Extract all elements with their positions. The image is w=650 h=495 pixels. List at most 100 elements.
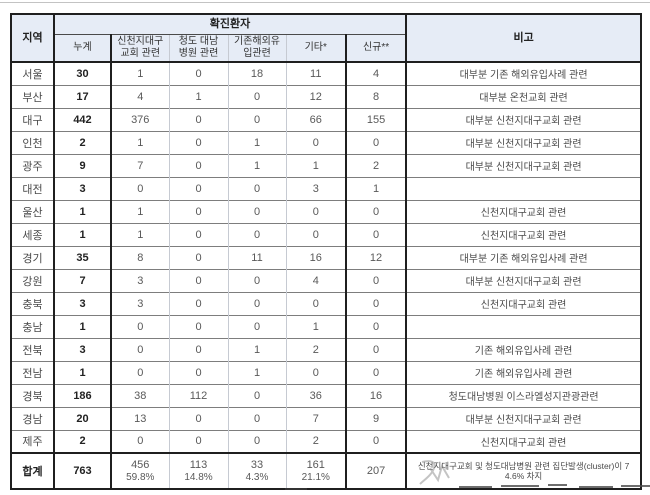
cheongdo-cell: 0 [168,199,228,223]
shincheonji-cell: 13 [110,406,169,430]
watermark-dash [501,485,539,487]
table-body: 서울 30 1 0 18 11 4 대부분 기존 해외유입사례 관련 부산 17 4 1 0 12 8 대부분… [11,61,642,453]
etc-cell: 1 [285,314,346,338]
footer-total-cell: 763 [53,452,111,489]
table-row: 세종 1 1 0 0 0 0 신천지대구교회 관련 [11,222,642,246]
region-cell: 대구 [11,107,54,131]
etc-cell: 12 [285,84,346,108]
footer-overseas-cell: 33 4.3% [227,452,286,489]
total-cell: 3 [53,337,111,361]
remark-cell: 대부분 신천지대구교회 관련 [405,406,642,430]
new-cell: 9 [344,406,407,430]
footer-row: 합계 763 456 59.8% 113 14.8% 33 4.3% 161 2… [11,452,642,489]
total-cell: 1 [53,222,111,246]
shincheonji-cell: 3 [110,291,169,315]
table-row: 충남 1 0 0 0 1 0 [11,314,642,338]
table-row: 전남 1 0 0 1 0 0 기존 해외유입사례 관련 [11,360,642,384]
cheongdo-cell: 0 [168,130,228,154]
shincheonji-cell: 38 [110,383,169,407]
remark-cell: 신천지대구교회 관련 [405,429,642,453]
new-cell: 8 [344,84,407,108]
overseas-cell: 1 [227,153,286,177]
header-overseas: 기존해외유 입관련 [227,34,286,63]
remark-cell: 대부분 기존 해외유입사례 관련 [405,61,642,85]
overseas-cell: 18 [227,61,286,85]
shincheonji-cell: 1 [110,222,169,246]
remark-cell: 청도대남병원 이스라엘성지관광관련 [405,383,642,407]
new-cell: 12 [344,245,407,269]
watermark-dash [579,486,613,488]
cheongdo-cell: 0 [168,291,228,315]
total-cell: 2 [53,130,111,154]
remark-cell: 대부분 신천지대구교회 관련 [405,153,642,177]
remark-cell: 기존 해외유입사례 관련 [405,360,642,384]
etc-cell: 36 [285,383,346,407]
footer-shincheonji-count: 456 [131,458,150,471]
footer-new-cell: 207 [344,452,407,489]
region-cell: 부산 [11,84,54,108]
overseas-cell: 1 [227,130,286,154]
table-row: 서울 30 1 0 18 11 4 대부분 기존 해외유입사례 관련 [11,61,642,85]
remark-cell: 대부분 신천지대구교회 관련 [405,130,642,154]
header-remarks: 비고 [405,14,642,63]
new-cell: 1 [344,176,407,200]
region-cell: 전북 [11,337,54,361]
new-cell: 0 [344,222,407,246]
total-cell: 1 [53,314,111,338]
header-cheongdo: 청도 대남 병원 관련 [168,34,228,63]
table-row: 광주 9 7 0 1 1 2 대부분 신천지대구교회 관련 [11,153,642,177]
total-cell: 3 [53,176,111,200]
watermark-stamp-icon [419,460,450,485]
overseas-cell: 0 [227,176,286,200]
remark-cell [405,176,642,200]
table-row: 전북 3 0 0 1 2 0 기존 해외유입사례 관련 [11,337,642,361]
footer-etc-pct: 21.1% [301,471,330,483]
table-row: 인천 2 1 0 1 0 0 대부분 신천지대구교회 관련 [11,130,642,154]
shincheonji-cell: 0 [110,176,169,200]
new-cell: 0 [344,199,407,223]
region-cell: 충북 [11,291,54,315]
table-footer: 합계 763 456 59.8% 113 14.8% 33 4.3% 161 2… [11,452,642,489]
overseas-cell: 0 [227,406,286,430]
total-cell: 35 [53,245,111,269]
etc-cell: 0 [285,291,346,315]
shincheonji-cell: 1 [110,61,169,85]
new-cell: 4 [344,61,407,85]
etc-cell: 1 [285,153,346,177]
etc-cell: 7 [285,406,346,430]
table-row: 대전 3 0 0 0 3 1 [11,176,642,200]
cheongdo-cell: 0 [168,61,228,85]
remark-cell: 대부분 신천지대구교회 관련 [405,107,642,131]
total-cell: 2 [53,429,111,453]
region-cell: 경기 [11,245,54,269]
cheongdo-cell: 0 [168,337,228,361]
footer-cheongdo-pct: 14.8% [184,471,213,483]
header-cumulative: 누계 [53,34,111,63]
etc-cell: 66 [285,107,346,131]
total-cell: 442 [53,107,111,131]
region-cell: 울산 [11,199,54,223]
footer-etc-cell: 161 21.1% [285,452,346,489]
watermark-dash [459,486,492,488]
overseas-cell: 0 [227,84,286,108]
etc-cell: 0 [285,222,346,246]
footer-cheongdo-count: 113 [189,458,208,471]
shincheonji-cell: 1 [110,130,169,154]
new-cell: 0 [344,130,407,154]
etc-cell: 0 [285,199,346,223]
shincheonji-cell: 0 [110,360,169,384]
new-cell: 0 [344,314,407,338]
table-row: 경북 186 38 112 0 36 16 청도대남병원 이스라엘성지관광관련 [11,383,642,407]
new-cell: 2 [344,153,407,177]
watermark-dash [548,484,567,486]
watermark-dash [285,488,307,490]
cheongdo-cell: 0 [168,153,228,177]
overseas-cell: 1 [227,337,286,361]
footer-overseas-count: 33 [250,458,264,471]
shincheonji-cell: 0 [110,314,169,338]
cheongdo-cell: 0 [168,176,228,200]
footer-remark-line2: 4.6% 차지 [504,471,543,481]
table-row: 대구 442 376 0 0 66 155 대부분 신천지대구교회 관련 [11,107,642,131]
table-row: 강원 7 3 0 0 4 0 대부분 신천지대구교회 관련 [11,268,642,292]
footer-region-cell: 합계 [11,452,54,489]
